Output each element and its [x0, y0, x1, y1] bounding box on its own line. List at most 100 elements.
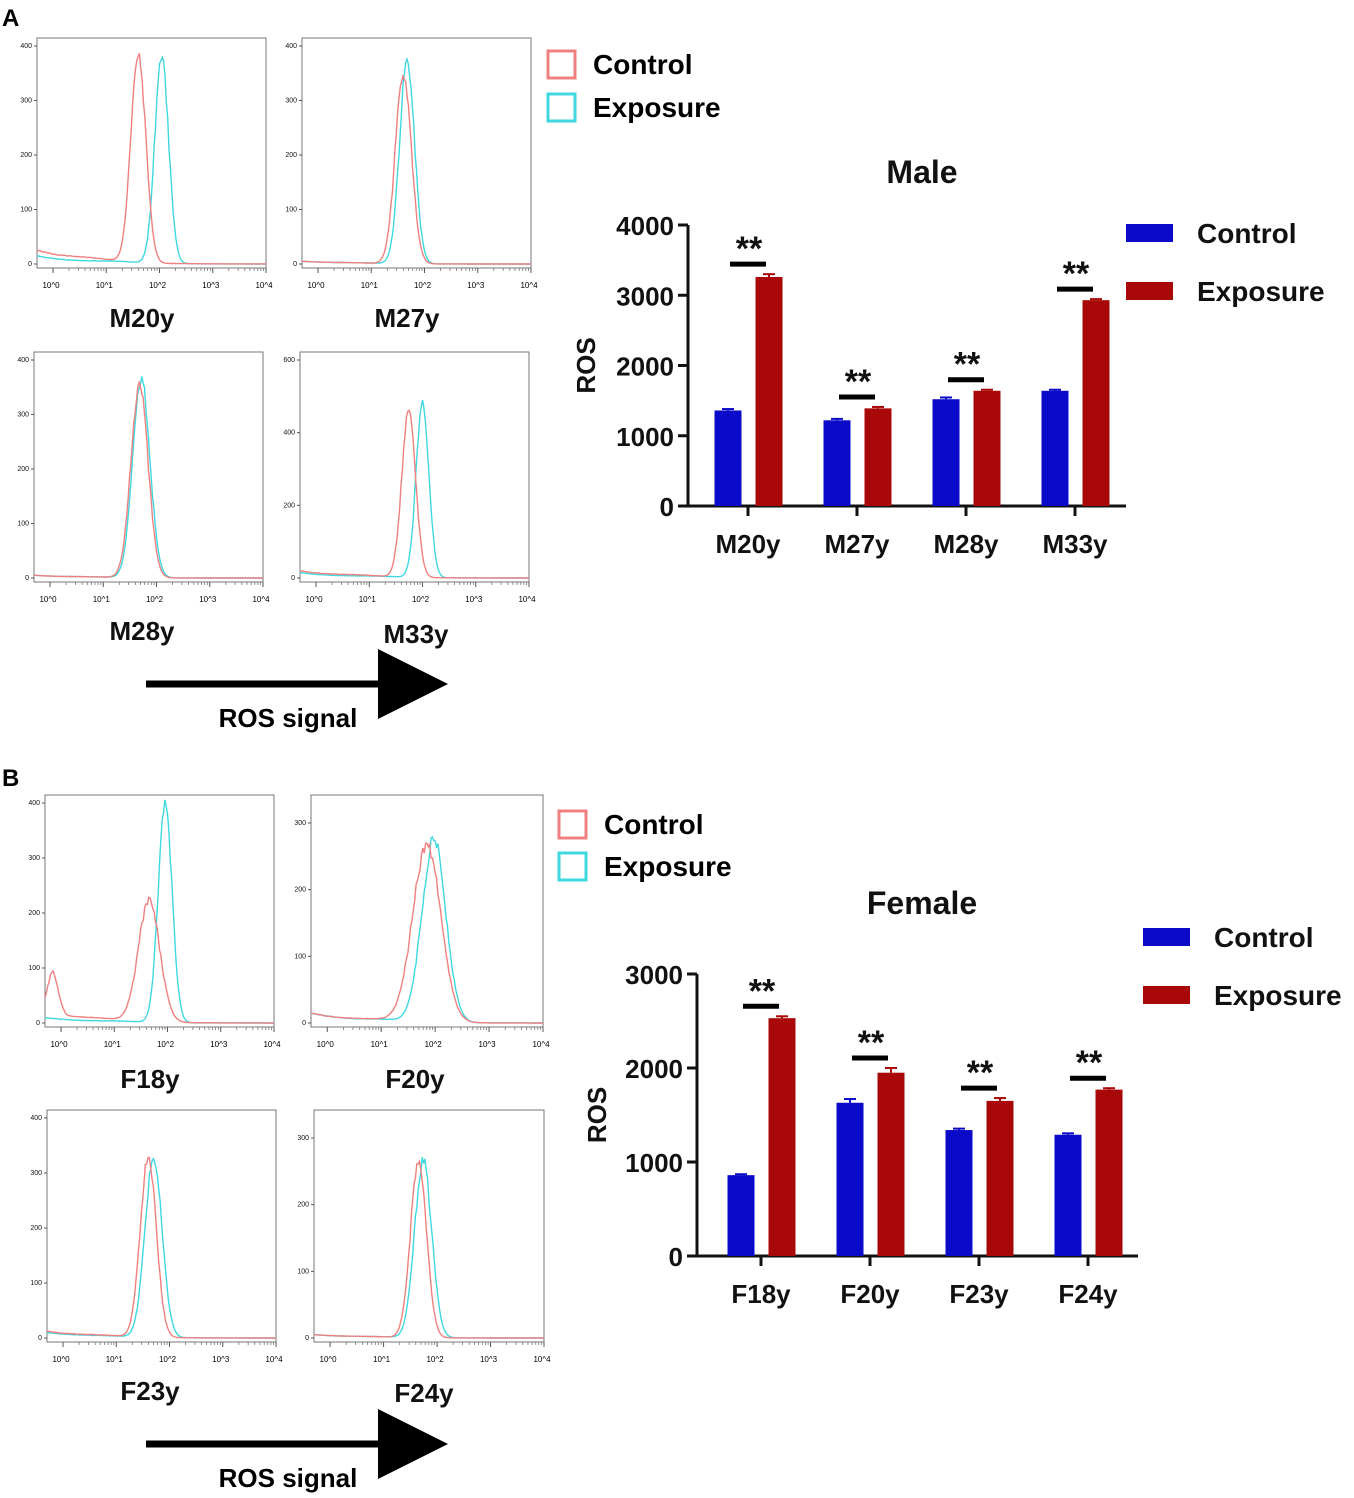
- histogram-curve-control: [299, 409, 529, 579]
- bar-exposure-F18y: [768, 1018, 796, 1256]
- x-tick-label: 10^2: [149, 281, 167, 290]
- bar-chart-male: Male ROS 0 1000 2000 3000 4000 M20y ** M27y ** M28y…: [571, 154, 1325, 559]
- legend-label-exposure: Exposure: [593, 92, 721, 123]
- bar-exposure-F24y: [1095, 1089, 1123, 1256]
- category-label: M28y: [933, 529, 999, 559]
- bar-exposure-M20y: [755, 276, 783, 506]
- bar-exposure-M33y: [1082, 300, 1110, 506]
- y-tick-label: 100: [297, 1268, 309, 1275]
- x-tick-label: 10^0: [307, 281, 325, 290]
- histogram-F24y: 0 100 200 300 10^0 10^1 10^2 10^3 10^4 F24y: [297, 1109, 551, 1408]
- histogram-sample-label: F18y: [120, 1064, 180, 1094]
- legend-label-control: Control: [604, 809, 704, 840]
- x-tick-label: 10^4: [255, 281, 273, 290]
- histogram-M28y: 0 100 200 300 400 10^0 10^1 10^2 10^3 10^4 M28y: [17, 351, 270, 646]
- histogram-frame: [310, 794, 544, 1028]
- bar-control-M20y: [714, 410, 742, 506]
- y-tick-label: 400: [28, 800, 40, 807]
- y-tick-label: 100: [20, 207, 32, 214]
- y-tick-label: 0: [302, 1020, 306, 1027]
- bar-exposure-M27y: [864, 408, 892, 506]
- y-tick-label: 100: [28, 965, 40, 972]
- y-tick-label: 0: [669, 1242, 683, 1272]
- legend-swatch-exposure: [557, 851, 588, 882]
- category-label: F24y: [1058, 1279, 1118, 1309]
- y-tick-label: 300: [285, 98, 297, 105]
- panel-letter-a: A: [2, 5, 19, 32]
- histogram-frame: [36, 37, 267, 269]
- x-tick-label: 10^0: [50, 1040, 68, 1049]
- arrow-label: ROS signal: [219, 1463, 358, 1493]
- histogram-curve-control: [313, 1159, 544, 1339]
- y-tick-label: 0: [28, 261, 32, 268]
- histogram-sample-label: M33y: [383, 619, 449, 649]
- bar-exposure-F20y: [877, 1072, 905, 1256]
- y-tick-label: 4000: [616, 211, 674, 241]
- x-tick-label: 10^1: [359, 595, 377, 604]
- x-tick-label: 10^0: [320, 1355, 338, 1364]
- y-axis-label: ROS: [571, 337, 601, 393]
- bar-control-M27y: [823, 420, 851, 506]
- category-label: F20y: [840, 1279, 900, 1309]
- arrow-label: ROS signal: [219, 703, 358, 733]
- significance-marker: **: [1076, 1044, 1103, 1082]
- histogram-curve-control: [46, 1156, 276, 1339]
- x-tick-label: 10^0: [305, 595, 323, 604]
- x-tick-label: 10^3: [212, 1355, 230, 1364]
- histogram-frame: [44, 794, 275, 1028]
- legend-swatch-exposure: [1143, 986, 1190, 1004]
- legend-swatch-exposure: [1126, 282, 1173, 300]
- chart-title: Female: [867, 885, 977, 921]
- y-tick-label: 300: [17, 412, 29, 419]
- category-label: M27y: [824, 529, 890, 559]
- x-tick-label: 10^4: [520, 281, 538, 290]
- histogram-frame: [313, 1109, 545, 1343]
- category-label: F18y: [731, 1279, 791, 1309]
- ros-signal-arrow-b: ROS signal: [146, 1409, 448, 1493]
- significance-marker: **: [954, 346, 981, 384]
- x-tick-label: 10^0: [42, 281, 60, 290]
- histogram-sample-label: F24y: [394, 1378, 454, 1408]
- x-tick-label: 10^2: [157, 1040, 175, 1049]
- x-tick-label: 10^4: [263, 1040, 281, 1049]
- histogram-curve-exposure: [36, 55, 266, 265]
- histogram-M33y: 0 200 400 600 10^0 10^1 10^2 10^3 10^4 M33y: [283, 351, 536, 649]
- x-tick-label: 10^1: [371, 1040, 389, 1049]
- panel-letter-b: B: [2, 765, 19, 792]
- y-tick-label: 2000: [616, 352, 674, 382]
- x-tick-label: 10^1: [93, 595, 111, 604]
- x-tick-label: 10^4: [532, 1040, 550, 1049]
- y-tick-label: 200: [28, 910, 40, 917]
- y-tick-label: 1000: [625, 1148, 683, 1178]
- y-tick-label: 100: [294, 953, 306, 960]
- y-tick-label: 300: [30, 1170, 42, 1177]
- legend-label-exposure: Exposure: [604, 851, 732, 882]
- bar-exposure-F23y: [986, 1100, 1014, 1256]
- x-tick-label: 10^0: [317, 1040, 335, 1049]
- y-tick-label: 400: [285, 43, 297, 50]
- x-tick-label: 10^1: [361, 281, 379, 290]
- y-tick-label: 200: [294, 887, 306, 894]
- bar-control-F18y: [727, 1175, 755, 1256]
- histogram-curve-exposure: [46, 1157, 276, 1339]
- histogram-curve-exposure: [313, 1157, 544, 1339]
- chart-title: Male: [886, 154, 957, 190]
- x-tick-label: 10^3: [465, 595, 483, 604]
- x-tick-label: 10^0: [39, 595, 57, 604]
- bar-control-F24y: [1054, 1134, 1082, 1256]
- bar-exposure-M28y: [973, 390, 1001, 506]
- y-tick-label: 1000: [616, 422, 674, 452]
- y-tick-label: 200: [17, 466, 29, 473]
- x-tick-label: 10^3: [199, 595, 217, 604]
- x-tick-label: 10^4: [252, 595, 270, 604]
- y-tick-label: 400: [283, 430, 295, 437]
- y-tick-label: 2000: [625, 1054, 683, 1084]
- y-tick-label: 200: [20, 152, 32, 159]
- histogram-sample-label: F20y: [385, 1064, 445, 1094]
- histogram-M20y: 0 100 200 300 400 10^0 10^1 10^2 10^3 10^4 M20y: [20, 37, 273, 333]
- ros-signal-arrow-a: ROS signal: [146, 649, 448, 733]
- legend-label-exposure: Exposure: [1197, 276, 1325, 307]
- y-tick-label: 300: [297, 1135, 309, 1142]
- histogram-legend-a: Control Exposure: [546, 49, 721, 123]
